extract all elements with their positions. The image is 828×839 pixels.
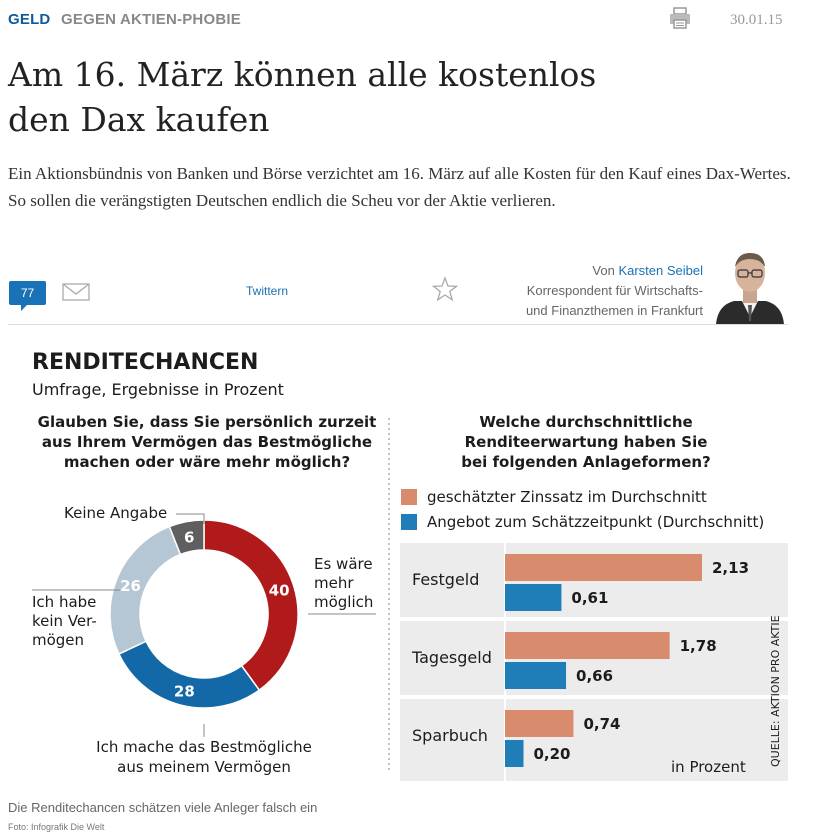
donut-label-keine: Keine Angabe xyxy=(64,504,167,522)
donut-label-mehr: möglich xyxy=(314,593,373,611)
star-icon[interactable] xyxy=(432,276,458,302)
graphic-title: RENDITECHANCEN xyxy=(32,350,258,375)
bar-chart: Festgeld 2,13 0,61 Tagesgeld 1,78 0,66 Sparbuc… xyxy=(411,554,749,767)
donut-value-label: 6 xyxy=(184,528,194,546)
legend-swatch-offer xyxy=(401,514,417,530)
donut-chart: 40 28 26 6 xyxy=(109,519,299,709)
right-question-line: bei folgenden Anlageformen? xyxy=(461,453,711,471)
bar-value-label: 0,61 xyxy=(571,589,608,607)
bar-estimate xyxy=(505,554,702,581)
left-question-line: machen oder wäre mehr möglich? xyxy=(64,453,350,471)
legend-label-estimate: geschätzter Zinssatz im Durchschnitt xyxy=(427,488,707,506)
bar-value-label: 0,74 xyxy=(583,715,620,733)
image-caption: Die Renditechancen schätzen viele Anlege… xyxy=(8,800,318,815)
author-prefix: Von xyxy=(592,263,615,278)
publish-date: 30.01.15 xyxy=(730,12,783,28)
article-kicker: GEGEN AKTIEN-PHOBIE xyxy=(61,11,241,28)
donut-slice xyxy=(168,519,205,556)
print-icon[interactable] xyxy=(668,6,692,30)
divider xyxy=(8,324,788,325)
bar-value-label: 2,13 xyxy=(712,559,749,577)
donut-slice xyxy=(203,519,299,692)
page-title: Am 16. März können alle kostenlos den Da… xyxy=(8,52,788,142)
headline-line-1: Am 16. März können alle kostenlos xyxy=(8,55,597,94)
bar-value-label: 0,66 xyxy=(576,667,613,685)
author-role-line-2: und Finanzthemen in Frankfurt xyxy=(525,303,703,318)
article-teaser: Ein Aktionsbündnis von Banken und Börse … xyxy=(8,164,791,210)
donut-label-kein: mögen xyxy=(32,631,84,649)
mail-icon[interactable] xyxy=(62,283,90,301)
donut-value-label: 28 xyxy=(174,683,195,701)
bar-offer xyxy=(505,740,524,767)
donut-value-label: 40 xyxy=(269,582,290,600)
bar-value-label: 1,78 xyxy=(680,637,717,655)
donut-label-mehr: Es wäre xyxy=(314,555,373,573)
left-question-line: Glauben Sie, dass Sie persönlich zurzeit xyxy=(38,413,377,431)
donut-label-kein: kein Ver- xyxy=(32,612,97,630)
right-question-line: Welche durchschnittliche xyxy=(479,413,692,431)
bar-category-festgeld: Festgeld xyxy=(412,570,479,589)
left-question-line: aus Ihrem Vermögen das Bestmögliche xyxy=(42,433,372,451)
bar-estimate xyxy=(505,632,670,659)
donut-label-best: Ich mache das Bestmögliche xyxy=(96,738,312,756)
legend-swatch-estimate xyxy=(401,489,417,505)
section-label[interactable]: GELD xyxy=(8,11,51,28)
unit-note: in Prozent xyxy=(671,758,746,776)
author-photo[interactable] xyxy=(712,245,788,324)
right-question-line: Renditeerwartung haben Sie xyxy=(465,433,708,451)
bar-offer xyxy=(505,662,567,689)
author-name-link[interactable]: Karsten Seibel xyxy=(618,263,703,278)
author-role-line-1: Korrespondent für Wirtschafts- xyxy=(526,283,703,298)
bar-category-sparbuch: Sparbuch xyxy=(412,726,488,745)
donut-label-mehr: mehr xyxy=(314,574,354,592)
comment-count-button[interactable]: 77 xyxy=(9,281,46,311)
donut-value-label: 26 xyxy=(120,577,141,595)
photo-credit: Foto: Infografik Die Welt xyxy=(8,822,105,832)
donut-label-kein: Ich habe xyxy=(32,593,96,611)
bar-panel-sparbuch xyxy=(400,699,788,781)
leader-line xyxy=(176,513,205,524)
renditechancen-infographic: RENDITECHANCEN Umfrage, Ergebnisse in Pr… xyxy=(32,350,788,781)
author-box: Von Karsten Seibel Korrespondent für Wir… xyxy=(460,261,703,321)
graphic-subtitle: Umfrage, Ergebnisse in Prozent xyxy=(32,380,284,399)
legend-label-offer: Angebot zum Schätzzeitpunkt (Durchschnit… xyxy=(427,513,764,531)
donut-label-best: aus meinem Vermögen xyxy=(117,758,291,776)
twitter-share-link[interactable]: Twittern xyxy=(246,284,289,298)
source-note: QUELLE: AKTION PRO AKTIE xyxy=(769,615,782,767)
bar-offer xyxy=(505,584,562,611)
bar-category-tagesgeld: Tagesgeld xyxy=(411,648,492,667)
bar-estimate xyxy=(505,710,574,737)
headline-line-2: den Dax kaufen xyxy=(8,100,270,139)
bar-value-label: 0,20 xyxy=(533,745,570,763)
